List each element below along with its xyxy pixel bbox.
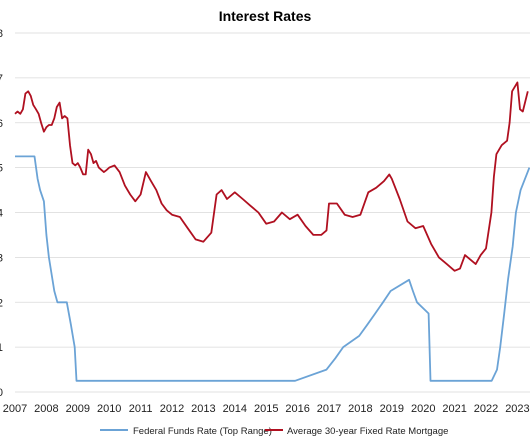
y-tick-label: 6 <box>0 118 3 130</box>
y-tick-label: 3 <box>0 252 3 264</box>
x-tick-label: 2016 <box>285 403 309 415</box>
chart-title: Interest Rates <box>219 8 312 24</box>
y-tick-label: 2 <box>0 297 3 309</box>
x-tick-label: 2023 <box>505 403 529 415</box>
mortgage-rate-line <box>14 81 529 272</box>
fed-funds-rate-line <box>15 155 530 382</box>
x-tick-label: 2014 <box>223 403 247 415</box>
x-tick-label: 2012 <box>160 403 184 415</box>
x-tick-label: 2018 <box>348 403 372 415</box>
x-tick-label: 2011 <box>129 403 153 415</box>
y-tick-label: 1 <box>0 342 3 354</box>
y-tick-label: 0 <box>0 387 3 399</box>
legend-label-mortgage: Average 30-year Fixed Rate Mortgage <box>287 426 448 437</box>
legend: Federal Funds Rate (Top Range) Average 3… <box>100 426 448 437</box>
x-tick-label: 2017 <box>317 403 341 415</box>
y-tick-label: 7 <box>0 73 3 85</box>
x-tick-label: 2008 <box>34 403 58 415</box>
y-tick-label: 8 <box>0 28 3 40</box>
gridlines <box>15 32 530 393</box>
y-tick-label: 4 <box>0 208 3 220</box>
x-tick-label: 2015 <box>254 403 278 415</box>
x-tick-label: 2009 <box>66 403 90 415</box>
x-tick-label: 2007 <box>3 403 27 415</box>
y-axis-tick-labels: 0 1 2 3 4 5 6 7 8 <box>0 28 3 399</box>
y-tick-label: 5 <box>0 163 3 175</box>
series-lines <box>14 81 530 382</box>
x-tick-label: 2022 <box>474 403 498 415</box>
x-tick-label: 2019 <box>380 403 404 415</box>
x-axis-tick-labels: 2007 2008 2009 2010 2011 2012 2013 2014 2015 2016… <box>3 403 530 415</box>
x-tick-label: 2021 <box>442 403 466 415</box>
x-tick-label: 2020 <box>411 403 435 415</box>
legend-label-fed-funds: Federal Funds Rate (Top Range) <box>133 426 272 437</box>
x-tick-label: 2013 <box>191 403 215 415</box>
x-tick-label: 2010 <box>97 403 121 415</box>
